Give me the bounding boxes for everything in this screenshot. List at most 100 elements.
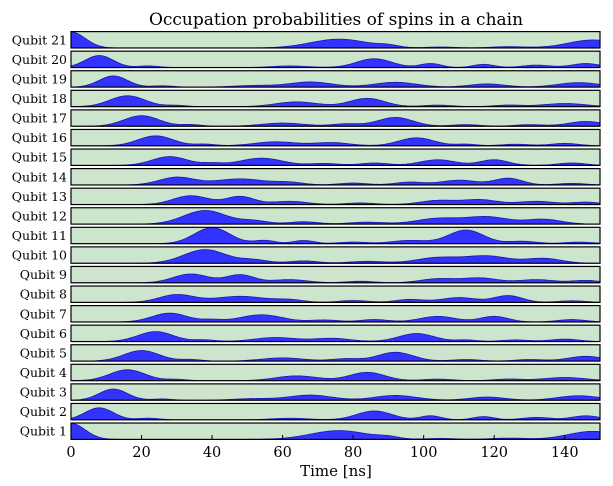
qubit-label: Qubit 12	[12, 208, 67, 223]
qubit-panel: Qubit 2	[20, 402, 601, 421]
occupation-area	[71, 407, 600, 420]
panel-border	[70, 128, 601, 147]
panel-border	[70, 402, 601, 421]
panel-border	[70, 50, 601, 69]
qubit-label: Qubit 3	[20, 385, 67, 400]
chart-title: Occupation probabilities of spins in a c…	[149, 10, 523, 30]
qubit-panel: Qubit 9	[20, 265, 601, 284]
qubit-label: Qubit 6	[20, 326, 67, 341]
panel-border	[70, 89, 601, 108]
panel-border	[70, 168, 601, 186]
qubit-label: Qubit 16	[12, 130, 67, 145]
panel-background	[71, 344, 600, 362]
qubit-panel: Qubit 20	[12, 50, 601, 69]
occupation-area	[71, 135, 600, 146]
panel-background	[71, 70, 600, 88]
qubit-panel: Qubit 15	[12, 148, 601, 166]
x-axis: 0 20 40 60 80 100 120 140	[66, 435, 579, 461]
panel-background	[71, 109, 600, 127]
qubit-label: Qubit 5	[20, 345, 67, 360]
qubit-panel: Qubit 21	[12, 31, 601, 49]
x-tick-label: 60	[273, 445, 291, 461]
occupation-area	[71, 312, 600, 322]
panel-border	[70, 422, 601, 440]
x-tick-label: 0	[66, 445, 75, 461]
panel-border	[70, 207, 601, 225]
panel-background	[71, 325, 600, 342]
qubit-panel: Qubit 8	[20, 285, 601, 303]
occupation-area	[71, 55, 600, 68]
panel-background	[71, 403, 600, 420]
qubit-label: Qubit 17	[12, 111, 67, 126]
panel-background	[71, 90, 600, 107]
panel-border	[70, 70, 601, 88]
panel-border	[70, 305, 601, 323]
panel-border	[70, 246, 601, 264]
qubit-panel: Qubit 1	[20, 422, 601, 440]
occupation-area	[71, 423, 600, 440]
occupation-area	[71, 95, 600, 107]
panel-background	[71, 129, 600, 146]
qubit-label: Qubit 7	[20, 306, 67, 321]
qubit-label: Qubit 9	[20, 267, 67, 282]
qubit-label: Qubit 1	[20, 424, 67, 439]
qubit-panel: Qubit 4	[20, 363, 601, 382]
occupation-area	[71, 388, 600, 401]
qubit-panel: Qubit 14	[12, 168, 601, 186]
panel-background	[71, 305, 600, 322]
occupation-area	[71, 115, 600, 127]
panel-background	[71, 149, 600, 166]
qubit-panel: Qubit 6	[20, 324, 601, 343]
qubit-panels: Qubit 21 Qubit 20 Qubit 19 Qubit 18 Qubit 17…	[12, 31, 601, 440]
occupation-area	[71, 156, 600, 166]
qubit-label: Qubit 19	[12, 71, 67, 86]
panel-border	[70, 344, 601, 362]
panel-border	[70, 226, 601, 245]
qubit-panel: Qubit 10	[12, 246, 601, 264]
qubit-label: Qubit 4	[20, 365, 67, 380]
panel-border	[70, 324, 601, 343]
occupation-area	[71, 331, 600, 342]
x-tick-label: 20	[132, 445, 150, 461]
qubit-panel: Qubit 12	[12, 207, 601, 225]
occupation-area	[71, 294, 600, 303]
panel-background	[71, 383, 600, 401]
x-tick-label: 100	[410, 445, 438, 461]
qubit-panel: Qubit 13	[12, 187, 601, 206]
x-tick-label: 80	[344, 445, 362, 461]
x-tick-label: 40	[203, 445, 221, 461]
qubit-label: Qubit 11	[12, 228, 67, 243]
occupation-area	[71, 369, 600, 381]
qubit-label: Qubit 21	[12, 32, 67, 47]
qubit-label: Qubit 2	[20, 404, 67, 419]
panel-border	[70, 383, 601, 401]
qubit-label: Qubit 15	[12, 150, 67, 165]
panel-background	[71, 51, 600, 68]
qubit-panel: Qubit 11	[12, 226, 601, 245]
qubit-panel: Qubit 7	[20, 305, 601, 323]
qubit-panel: Qubit 17	[12, 109, 601, 127]
qubit-panel: Qubit 3	[20, 383, 601, 401]
panel-border	[70, 285, 601, 303]
occupation-area	[71, 350, 600, 362]
panel-border	[70, 265, 601, 284]
panel-border	[70, 109, 601, 127]
qubit-label: Qubit 18	[12, 91, 67, 106]
qubit-label: Qubit 14	[12, 169, 67, 184]
qubit-panel: Qubit 5	[20, 344, 601, 362]
occupation-area	[71, 75, 600, 88]
qubit-label: Qubit 8	[20, 287, 67, 302]
qubit-panel: Qubit 18	[12, 89, 601, 108]
occupation-area	[71, 176, 600, 185]
panel-border	[70, 31, 601, 49]
qubit-label: Qubit 13	[12, 189, 67, 204]
panel-border	[70, 187, 601, 206]
qubit-label: Qubit 20	[12, 52, 67, 67]
panel-background	[71, 364, 600, 381]
qubit-label: Qubit 10	[12, 248, 67, 263]
qubit-panel: Qubit 16	[12, 128, 601, 147]
x-tick-label: 140	[551, 445, 579, 461]
panel-border	[70, 148, 601, 166]
panel-border	[70, 363, 601, 382]
